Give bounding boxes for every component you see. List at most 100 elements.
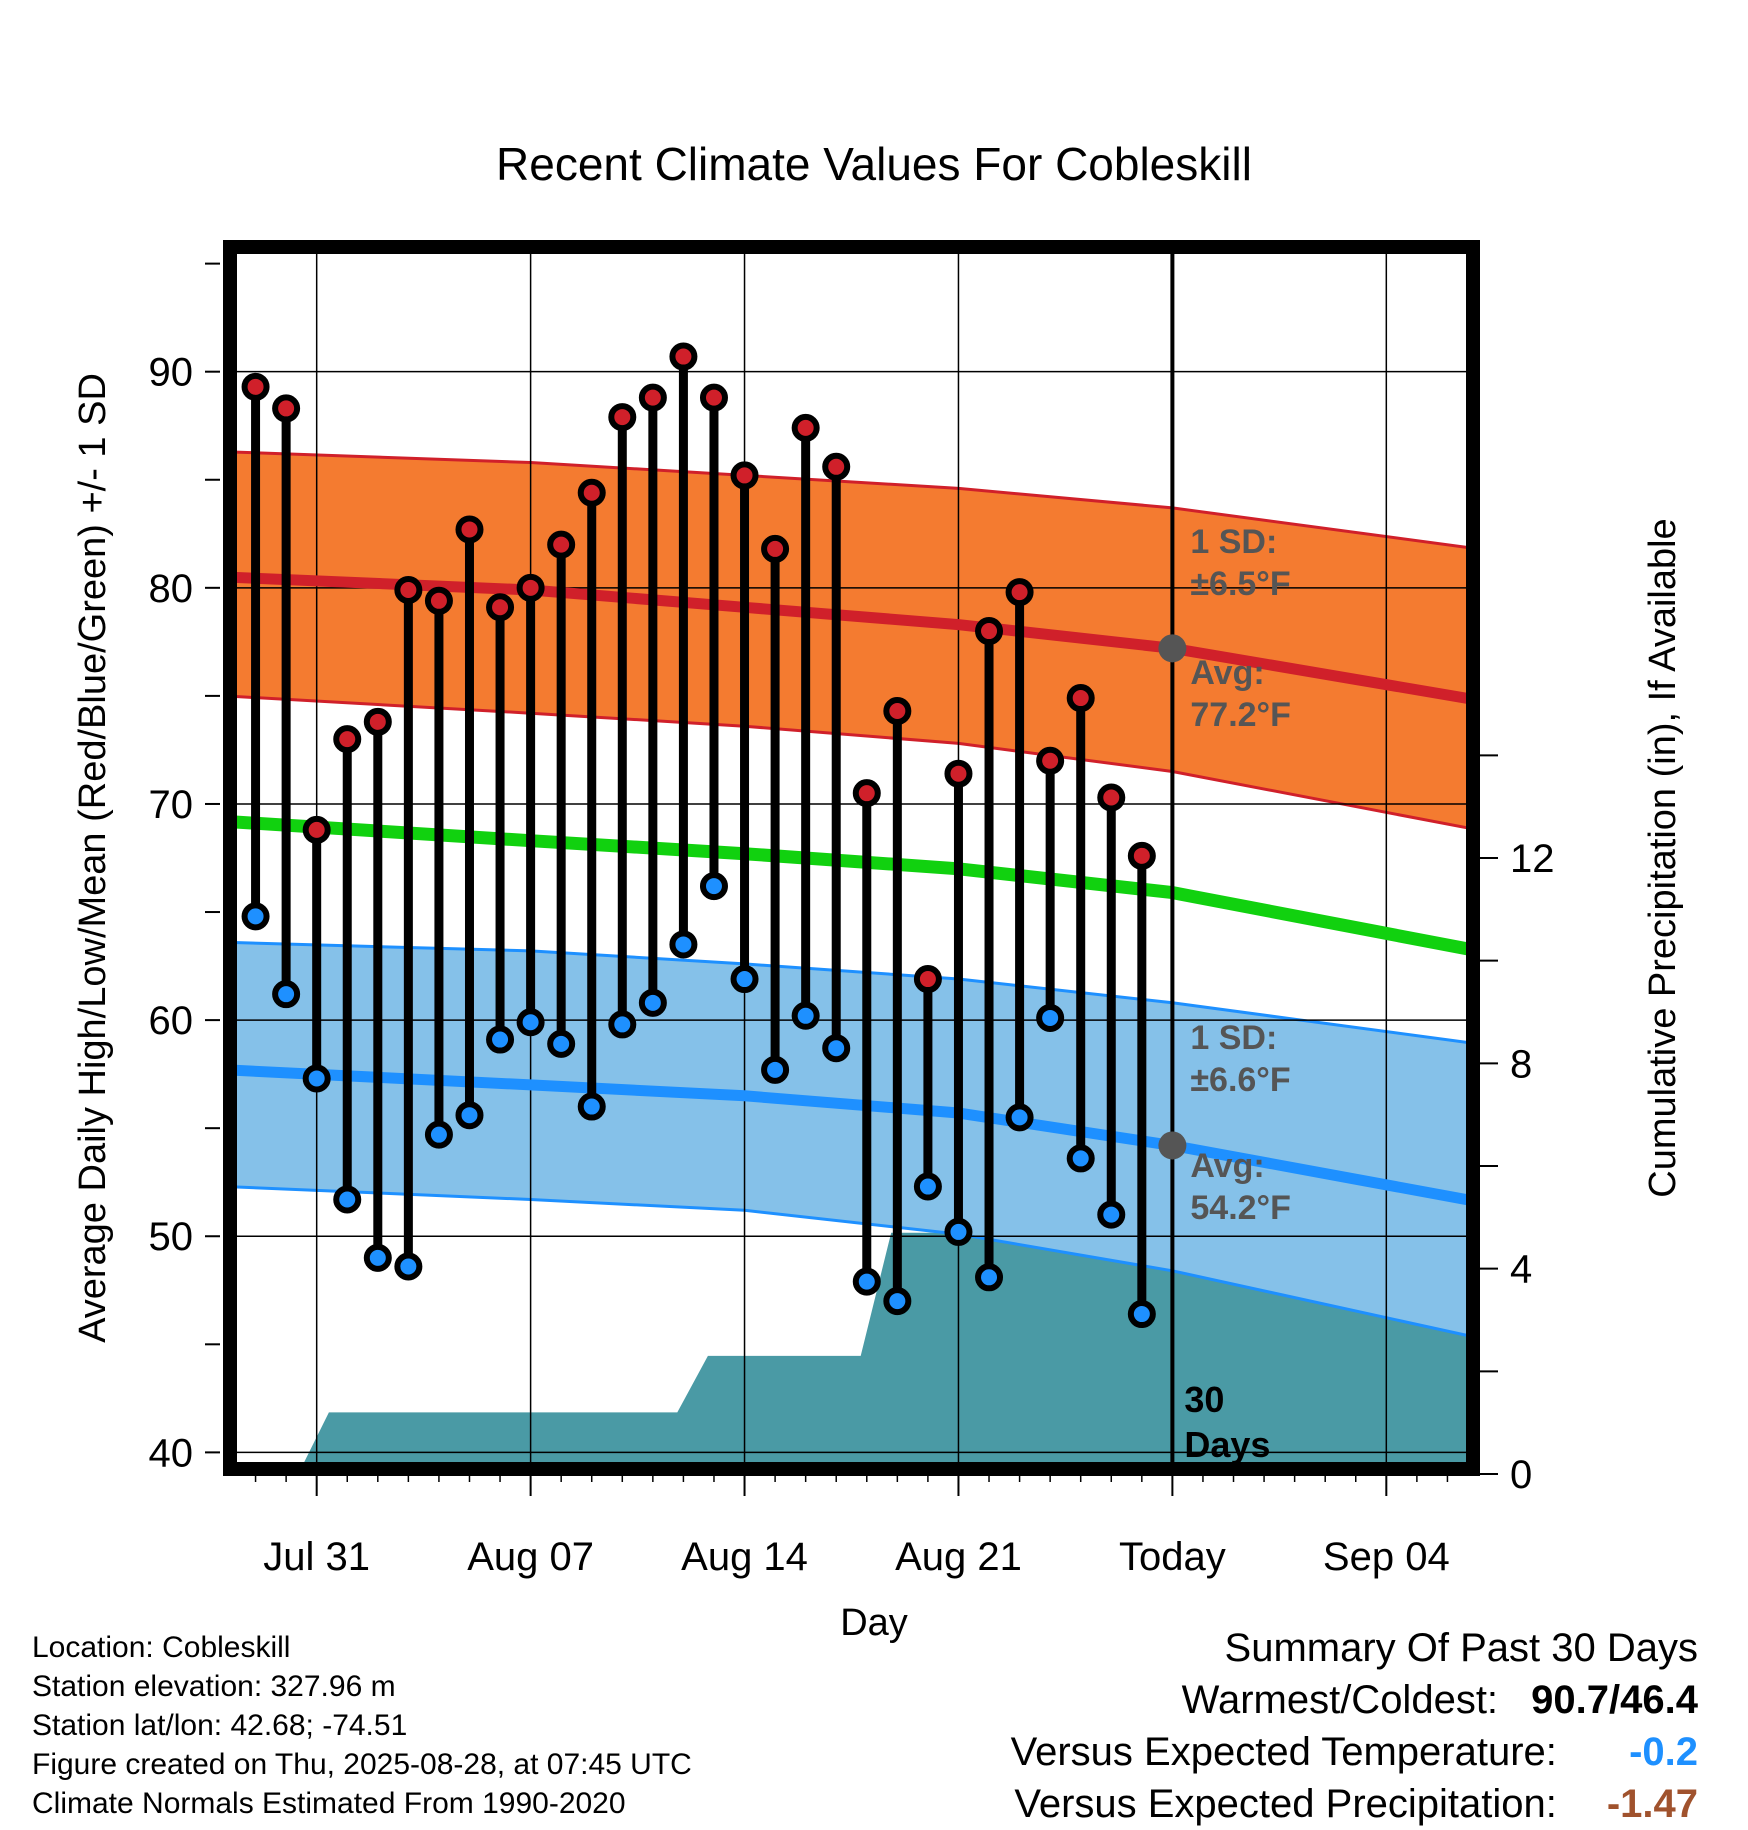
created-text: Figure created on Thu, 2025-08-28, at 07… — [32, 1748, 692, 1781]
low-sd-label: 1 SD: — [1190, 1019, 1277, 1057]
low-sd-value: ±6.6°F — [1190, 1061, 1290, 1099]
daily-low-point — [363, 1243, 392, 1272]
daily-high-point — [699, 383, 728, 412]
daily-high-point — [516, 573, 545, 602]
daily-low-point — [1036, 1003, 1065, 1032]
low-avg-label: Avg: — [1190, 1147, 1264, 1185]
summary-panel: Summary Of Past 30 Days Warmest/Coldest:… — [1011, 1622, 1698, 1830]
precipitation-area — [225, 1217, 1478, 1474]
y-left-tick-label: 70 — [149, 783, 194, 827]
today-high-avg-marker — [1158, 634, 1187, 663]
daily-low-point — [822, 1034, 851, 1063]
normal-high-line — [225, 571, 1478, 706]
x-tick-label: Aug 21 — [895, 1535, 1022, 1579]
daily-high-point — [791, 413, 820, 442]
y-left-tick-label: 60 — [149, 999, 194, 1043]
daily-low-point — [302, 1064, 331, 1093]
summary-warmest-row: Warmest/Coldest: 90.7/46.4 — [1011, 1674, 1698, 1726]
daily-high-point — [1036, 746, 1065, 775]
daily-high-point — [608, 403, 637, 432]
warmest-label: Warmest/Coldest: — [1181, 1678, 1499, 1722]
daily-high-point — [1097, 783, 1126, 812]
summary-title: Summary Of Past 30 Days — [1224, 1626, 1698, 1670]
x-tick-label: Jul 31 — [263, 1535, 370, 1579]
x-tick-label: Aug 14 — [681, 1535, 808, 1579]
station-info: Location: Cobleskill Station elevation: … — [32, 1628, 692, 1823]
daily-high-point — [913, 965, 942, 994]
y-left-axis-label: Average Daily High/Low/Mean (Red/Blue/Gr… — [72, 373, 114, 1343]
daily-high-point — [486, 593, 515, 622]
daily-high-point — [577, 478, 606, 507]
y-right-tick-label: 4 — [1510, 1248, 1532, 1292]
high-avg-label: Avg: — [1190, 654, 1264, 692]
daily-low-point — [547, 1029, 576, 1058]
days-unit-label: Days — [1184, 1424, 1270, 1465]
y-right-tick-label: 8 — [1510, 1042, 1532, 1086]
x-tick-label: Sep 04 — [1323, 1535, 1450, 1579]
summary-temp-row: Versus Expected Temperature: -0.2 — [1011, 1726, 1698, 1778]
y-right-axis-label: Cumulative Precipitation (in), If Availa… — [1642, 518, 1684, 1197]
daily-low-point — [1005, 1103, 1034, 1132]
daily-low-point — [761, 1055, 790, 1084]
daily-low-point — [944, 1217, 973, 1246]
daily-high-point — [883, 697, 912, 726]
plot-frame — [223, 240, 1480, 1476]
high-sd-label: 1 SD: — [1190, 523, 1277, 561]
y-left-tick-label: 40 — [149, 1431, 194, 1475]
warmest-value: 90.7/46.4 — [1531, 1678, 1698, 1722]
high-avg-value: 77.2°F — [1190, 696, 1291, 734]
daily-high-point — [333, 725, 362, 754]
plot-area — [225, 242, 1478, 1474]
daily-high-point — [547, 530, 576, 559]
temp-value: -0.2 — [1629, 1730, 1698, 1774]
high-sd-band — [225, 450, 1478, 832]
daily-high-point — [1005, 578, 1034, 607]
daily-low-point — [669, 930, 698, 959]
daily-high-point — [455, 515, 484, 544]
x-tick-label: Aug 07 — [467, 1535, 594, 1579]
daily-low-point — [1066, 1144, 1095, 1173]
daily-high-point — [424, 586, 453, 615]
daily-low-point — [1127, 1300, 1156, 1329]
daily-high-point — [761, 534, 790, 563]
low-avg-value: 54.2°F — [1190, 1189, 1291, 1227]
daily-low-point — [1097, 1200, 1126, 1229]
x-tick-label: Today — [1119, 1535, 1226, 1579]
x-axis-label: Day — [840, 1602, 908, 1644]
daily-low-point — [791, 1001, 820, 1030]
daily-low-point — [424, 1120, 453, 1149]
daily-low-point — [975, 1263, 1004, 1292]
normal-mean-line — [225, 814, 1478, 958]
location-text: Location: Cobleskill — [32, 1631, 291, 1664]
y-right-tick-label: 0 — [1510, 1453, 1532, 1497]
normals-text: Climate Normals Estimated From 1990-2020 — [32, 1787, 626, 1820]
y-left-tick-label: 80 — [149, 567, 194, 611]
daily-low-point — [913, 1172, 942, 1201]
y-right-tick-label: 12 — [1510, 837, 1555, 881]
daily-low-point — [608, 1010, 637, 1039]
daily-low-point — [486, 1025, 515, 1054]
daily-high-point — [302, 815, 331, 844]
daily-low-point — [455, 1101, 484, 1130]
daily-low-point — [730, 965, 759, 994]
daily-low-point — [333, 1185, 362, 1214]
chart-title: Recent Climate Values For Cobleskill — [496, 138, 1252, 190]
daily-high-point — [975, 617, 1004, 646]
precip-value: -1.47 — [1606, 1782, 1698, 1826]
daily-low-point — [516, 1008, 545, 1037]
latlon-text: Station lat/lon: 42.68; -74.51 — [32, 1709, 408, 1742]
temp-label: Versus Expected Temperature: — [1010, 1730, 1557, 1774]
elevation-text: Station elevation: 327.96 m — [32, 1670, 396, 1703]
daily-low-point — [699, 872, 728, 901]
daily-high-point — [822, 452, 851, 481]
daily-low-point — [577, 1092, 606, 1121]
daily-high-point — [669, 342, 698, 371]
daily-low-point — [272, 980, 301, 1009]
daily-high-point — [1066, 684, 1095, 713]
y-left-tick-label: 50 — [149, 1215, 194, 1259]
daily-low-point — [638, 988, 667, 1017]
daily-high-point — [852, 779, 881, 808]
precip-label: Versus Expected Precipitation: — [1014, 1782, 1557, 1826]
summary-precip-row: Versus Expected Precipitation: -1.47 — [1011, 1778, 1698, 1830]
